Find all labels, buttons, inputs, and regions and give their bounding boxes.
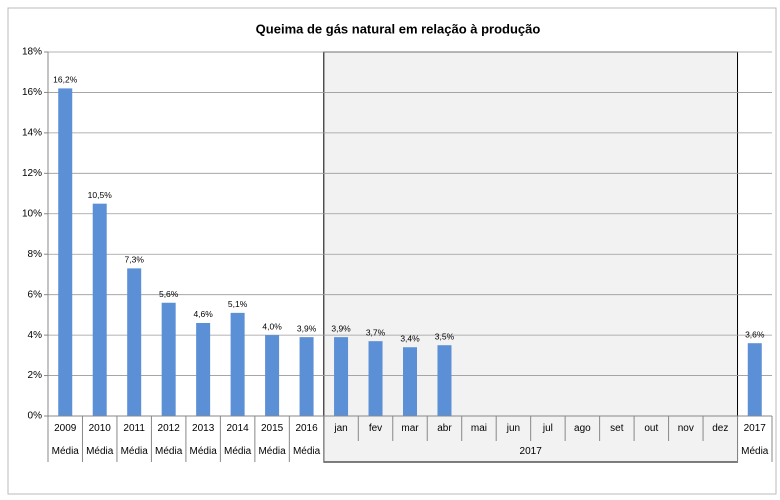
bar <box>196 322 211 416</box>
x-tick-label: 2009 <box>54 423 77 434</box>
x-tick-label: 2013 <box>192 423 215 434</box>
value-label: 4,6% <box>193 309 213 319</box>
x-tick-label: mar <box>401 423 419 434</box>
x-tick-label: 2017 <box>744 423 767 434</box>
x-tick-label: jan <box>333 423 347 434</box>
x-tick-label: 2014 <box>226 423 249 434</box>
bar <box>403 347 417 416</box>
group-label: Média <box>741 446 769 457</box>
bar <box>58 88 73 417</box>
group-label: Média <box>293 446 321 457</box>
value-label: 16,2% <box>53 75 78 85</box>
y-tick-label: 4% <box>28 330 43 341</box>
y-tick-label: 18% <box>22 47 42 58</box>
value-label: 3,5% <box>435 331 455 341</box>
bar <box>437 345 452 416</box>
value-label: 7,3% <box>125 255 145 265</box>
value-label: 3,9% <box>297 323 317 333</box>
group-label: Média <box>258 446 286 457</box>
bar <box>230 312 245 416</box>
group-label: Média <box>155 446 183 457</box>
value-label: 3,4% <box>400 333 420 343</box>
group-highlight <box>323 51 739 463</box>
bar <box>161 302 176 416</box>
bar <box>747 343 762 416</box>
group-label: Média <box>224 446 252 457</box>
bar <box>265 335 280 416</box>
bar <box>127 268 142 416</box>
x-tick-label: mai <box>471 423 487 434</box>
x-tick-label: 2015 <box>261 423 284 434</box>
value-label: 5,6% <box>159 289 179 299</box>
x-tick-label: 2010 <box>89 423 112 434</box>
x-tick-label: fev <box>369 423 382 434</box>
group-label: Média <box>52 446 80 457</box>
y-tick-label: 10% <box>22 208 42 219</box>
x-tick-label: dez <box>712 423 728 434</box>
x-tick-label: abr <box>437 423 452 434</box>
x-tick-label: 2012 <box>158 423 181 434</box>
x-tick-label: 2016 <box>295 423 318 434</box>
y-tick-label: 0% <box>28 411 43 422</box>
x-tick-label: 2011 <box>123 423 145 434</box>
x-tick-label: jul <box>542 423 553 434</box>
y-tick-label: 6% <box>28 289 43 300</box>
bar <box>334 337 349 416</box>
group-label: Média <box>86 446 114 457</box>
y-tick-label: 16% <box>22 87 42 98</box>
value-label: 5,1% <box>228 299 248 309</box>
x-tick-label: ago <box>574 423 591 434</box>
value-label: 3,9% <box>331 323 351 333</box>
y-tick-label: 8% <box>28 249 43 260</box>
y-tick-label: 12% <box>22 168 42 179</box>
bar <box>299 337 314 416</box>
value-label: 3,7% <box>366 327 386 337</box>
x-tick-label: nov <box>678 423 694 434</box>
group-label: Média <box>190 446 218 457</box>
x-tick-label: set <box>610 423 624 434</box>
value-label: 10,5% <box>88 190 113 200</box>
y-tick-label: 2% <box>28 370 43 381</box>
chart-title: Queima de gás natural em relação à produ… <box>256 21 541 36</box>
value-label: 4,0% <box>262 321 282 331</box>
bar <box>368 341 383 416</box>
x-tick-label: out <box>644 423 658 434</box>
x-tick-label: jun <box>506 423 520 434</box>
bar <box>92 203 107 416</box>
group-label: 2017 <box>520 446 543 457</box>
group-label: Média <box>121 446 149 457</box>
value-label: 3,6% <box>745 329 765 339</box>
y-tick-label: 14% <box>22 128 42 139</box>
